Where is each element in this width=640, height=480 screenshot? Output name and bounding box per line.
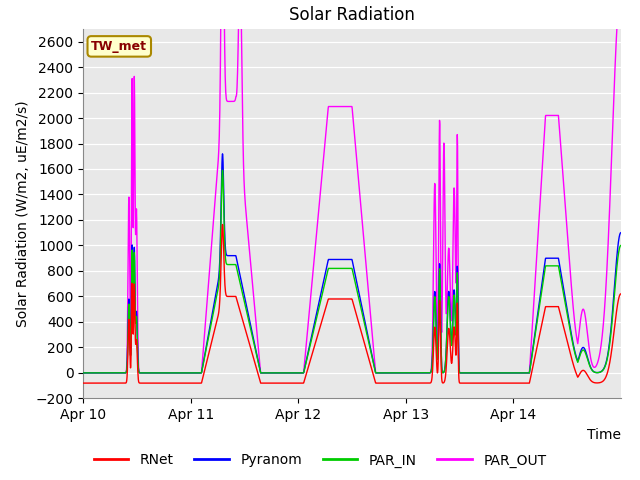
Y-axis label: Solar Radiation (W/m2, uE/m2/s): Solar Radiation (W/m2, uE/m2/s)	[16, 100, 30, 327]
Title: Solar Radiation: Solar Radiation	[289, 6, 415, 24]
Text: Time: Time	[587, 428, 621, 442]
Legend: RNet, Pyranom, PAR_IN, PAR_OUT: RNet, Pyranom, PAR_IN, PAR_OUT	[88, 448, 552, 473]
Text: TW_met: TW_met	[92, 40, 147, 53]
